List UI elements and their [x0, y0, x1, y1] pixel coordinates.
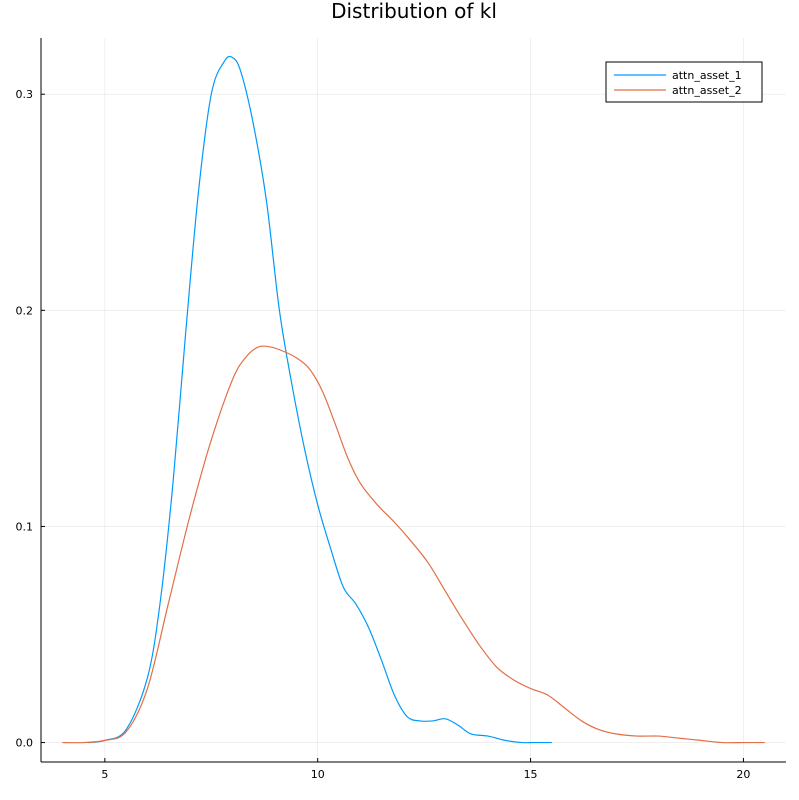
- legend-label-attn_asset_2: attn_asset_2: [672, 84, 742, 97]
- series-line-attn_asset_2: [62, 345, 765, 744]
- legend-box: [605, 61, 763, 103]
- chart-title: Distribution of kl: [331, 0, 497, 23]
- y-tick-label-0: 0.0: [16, 737, 34, 750]
- legend-label-attn_asset_1: attn_asset_1: [672, 69, 742, 82]
- grid-layer: [41, 38, 786, 762]
- x-tick-label-0: 5: [101, 768, 108, 781]
- y-tick-label-1: 0.1: [16, 520, 34, 533]
- series-layer: [62, 55, 765, 744]
- y-tick-label-3: 0.3: [16, 88, 34, 101]
- series-line-attn_asset_1: [87, 55, 552, 744]
- x-tick-label-3: 20: [736, 768, 750, 781]
- y-tick-label-2: 0.2: [16, 304, 34, 317]
- x-tick-label-2: 15: [524, 768, 538, 781]
- axis-layer: 5 10 15 20 0.0 0.1 0.2 0.3: [16, 38, 786, 781]
- x-tick-label-1: 10: [311, 768, 325, 781]
- legend: attn_asset_1 attn_asset_2: [605, 61, 763, 103]
